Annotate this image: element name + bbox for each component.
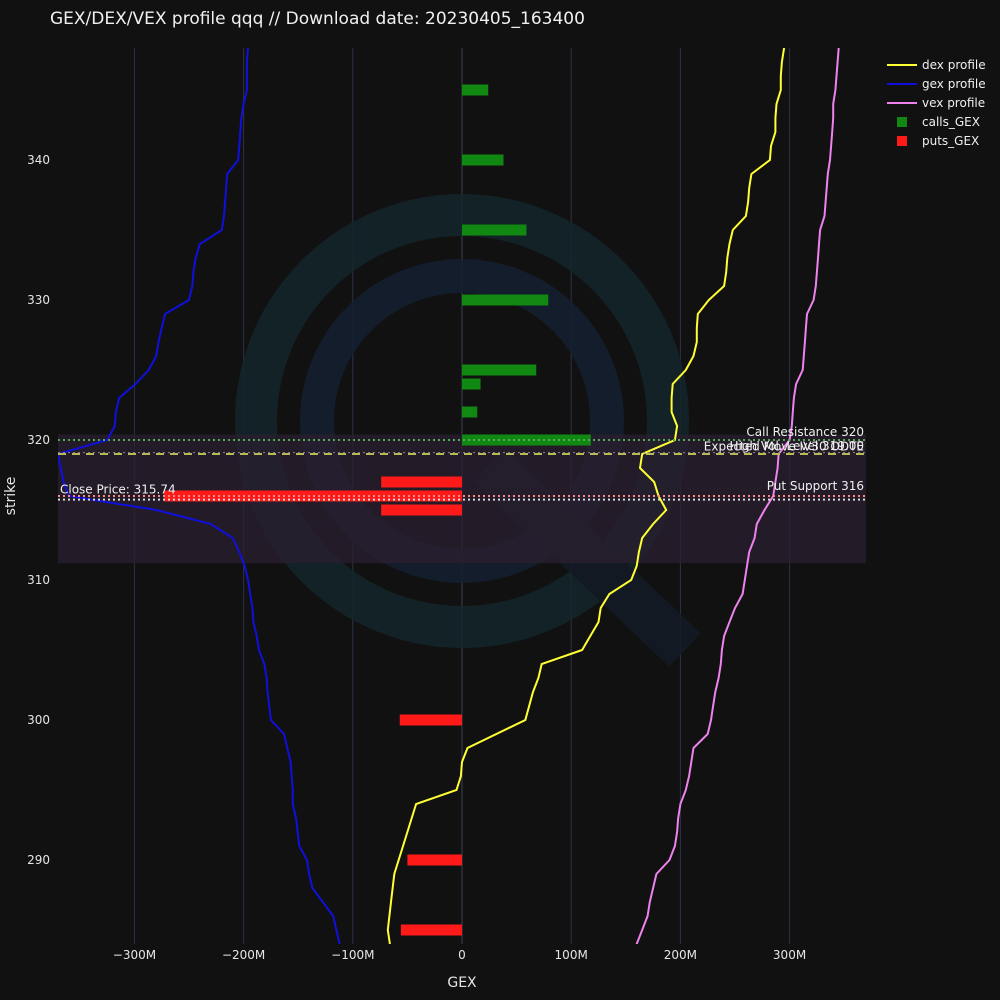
y-tick-label: 310: [27, 573, 50, 587]
vex-profile-line: [635, 48, 840, 944]
puts-gex-bar: [381, 476, 462, 488]
calls-gex-bar: [462, 378, 481, 390]
y-tick-label: 290: [27, 853, 50, 867]
x-tick-label: 300M: [773, 948, 806, 962]
puts-gex-bar: [400, 924, 462, 936]
legend-label: vex profile: [922, 96, 985, 110]
calls-gex-bar: [462, 434, 591, 446]
calls-gex-bar: [462, 84, 489, 96]
legend-label: calls_GEX: [922, 115, 980, 129]
x-tick-label: −100M: [331, 948, 374, 962]
x-tick-label: −300M: [113, 948, 156, 962]
legend-swatch: [897, 136, 907, 146]
gex-profile-line: [58, 48, 341, 944]
y-tick-label: 340: [27, 153, 50, 167]
y-tick-label: 320: [27, 433, 50, 447]
legend-item-calls[interactable]: calls_GEX: [897, 115, 980, 129]
legend-item-vex[interactable]: vex profile: [887, 96, 985, 110]
annotation-label: High Vol. Level 319.00: [730, 439, 864, 453]
watermark-logo: [235, 194, 701, 667]
y-axis-title: strike: [3, 477, 19, 516]
x-axis-title: GEX: [447, 975, 477, 991]
calls-gex-bar: [462, 364, 537, 376]
legend-item-dex[interactable]: dex profile: [887, 58, 986, 72]
annotation-label: Call Resistance 320: [746, 425, 864, 439]
x-tick-label: −200M: [222, 948, 265, 962]
calls-gex-bar: [462, 406, 478, 418]
calls-gex-bar: [462, 224, 527, 236]
legend-label: gex profile: [922, 77, 986, 91]
legend-label: dex profile: [922, 58, 986, 72]
calls-gex-bar: [462, 294, 549, 306]
x-tick-label: 200M: [664, 948, 697, 962]
y-tick-label: 300: [27, 713, 50, 727]
legend-swatch: [897, 117, 907, 127]
legend-item-puts[interactable]: puts_GEX: [897, 134, 979, 148]
y-tick-label: 330: [27, 293, 50, 307]
puts-gex-bar: [399, 714, 462, 726]
puts-gex-bar: [163, 490, 462, 502]
legend-item-gex[interactable]: gex profile: [887, 77, 986, 91]
annotation-label: Close Price: 315.74: [60, 483, 176, 497]
chart-title: GEX/DEX/VEX profile qqq // Download date…: [50, 9, 585, 29]
calls-gex-bar: [462, 154, 504, 166]
x-tick-label: 100M: [555, 948, 588, 962]
annotation-label: Put Support 316: [767, 479, 864, 493]
legend-label: puts_GEX: [922, 134, 979, 148]
annotation-label: Expected Move IV30 ODTE: [704, 440, 864, 454]
x-tick-label: 0: [458, 948, 466, 962]
legend[interactable]: dex profile gex profile vex profile calls_G…: [887, 58, 986, 148]
puts-gex-bar: [381, 504, 462, 516]
puts-gex-bar: [407, 854, 462, 866]
